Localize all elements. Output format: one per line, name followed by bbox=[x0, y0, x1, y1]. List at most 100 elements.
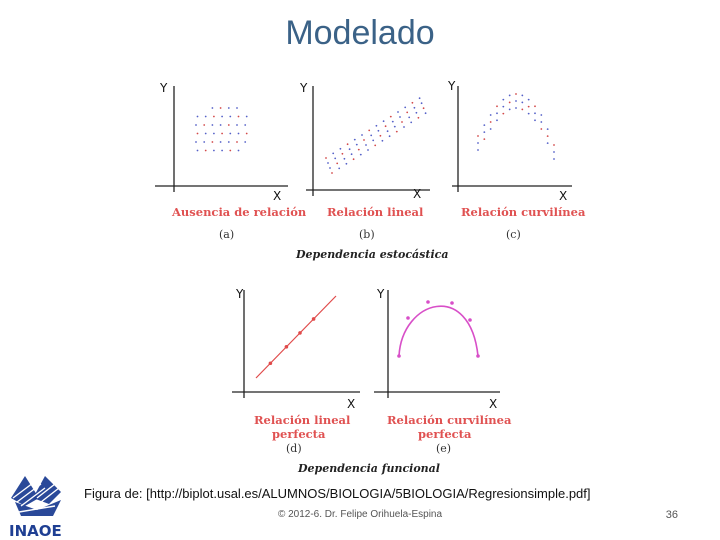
scatter-point bbox=[477, 135, 479, 137]
panel-letter: (a) bbox=[219, 228, 234, 241]
scatter-point bbox=[245, 132, 248, 135]
scatter-point bbox=[237, 115, 240, 118]
scatter-point bbox=[325, 157, 327, 159]
scatter-point bbox=[375, 124, 378, 127]
scatter-point bbox=[221, 115, 224, 118]
scatter-point bbox=[355, 143, 358, 146]
scatter-point bbox=[345, 162, 348, 165]
scatter-point bbox=[401, 121, 403, 123]
scatter-point bbox=[410, 121, 413, 124]
scatter-point bbox=[367, 149, 369, 151]
scatter-point bbox=[298, 331, 302, 335]
scatter-point bbox=[213, 132, 215, 135]
scatter-point bbox=[227, 141, 230, 143]
group-caption-stochastic: Dependencia estocástica bbox=[295, 248, 448, 261]
scatter-point bbox=[393, 125, 396, 128]
panel-label-line1: Relación curvilínea bbox=[387, 413, 512, 427]
scatter-point bbox=[521, 101, 524, 104]
scatter-point bbox=[496, 105, 498, 108]
scatter-point bbox=[388, 135, 391, 138]
panel-label-line1: Relación lineal bbox=[254, 413, 351, 427]
panel-letter: (c) bbox=[506, 228, 521, 241]
slide-title: Modelado bbox=[285, 14, 435, 52]
scatter-point bbox=[477, 142, 479, 144]
panel-perfect-curvilinear: Y X Relación curvilínea perfecta (e) bbox=[374, 287, 512, 455]
scatter-point bbox=[515, 93, 517, 95]
logo-mark-icon bbox=[11, 476, 61, 516]
scatter-point bbox=[346, 143, 349, 146]
scatter-point bbox=[540, 128, 543, 130]
inaoe-logo: INAOE bbox=[9, 476, 62, 540]
scatter-point bbox=[196, 115, 199, 118]
scatter-point bbox=[244, 141, 247, 143]
scatter-point bbox=[546, 135, 549, 138]
y-axis-label: Y bbox=[159, 81, 168, 95]
scatter-point bbox=[348, 148, 351, 151]
scatter-point bbox=[219, 141, 222, 143]
scatter-point bbox=[515, 100, 517, 102]
scatter-point bbox=[357, 148, 360, 151]
scatter-point bbox=[521, 108, 524, 111]
scatter-point bbox=[352, 158, 355, 161]
scatter-point bbox=[540, 121, 543, 123]
scatter-point bbox=[213, 149, 215, 152]
figure-caption: Figura de: [http://biplot.usal.es/ALUMNO… bbox=[84, 486, 591, 501]
scatter-point bbox=[521, 94, 524, 97]
logo-text: INAOE bbox=[9, 522, 62, 540]
page-number: 36 bbox=[665, 509, 678, 521]
scatter-point bbox=[204, 115, 207, 118]
scatter-point bbox=[483, 138, 486, 141]
panel-letter: (d) bbox=[286, 442, 302, 455]
scatter-point bbox=[204, 132, 207, 135]
scatter-points bbox=[195, 107, 248, 152]
scatter-point bbox=[489, 128, 492, 130]
scatter-point bbox=[211, 124, 214, 126]
scatter-point bbox=[221, 132, 224, 135]
scatter-point bbox=[211, 141, 214, 143]
scatter-point bbox=[534, 105, 536, 108]
scatter-point bbox=[370, 134, 373, 137]
y-axis-label: Y bbox=[235, 287, 244, 301]
panel-curvilinear-relation: Y X Relación curvilínea (c) bbox=[447, 79, 586, 241]
scatter-point bbox=[368, 129, 371, 132]
scatter-point bbox=[372, 139, 375, 142]
scatter-point bbox=[483, 124, 486, 127]
scatter-point bbox=[508, 101, 511, 104]
scatter-point bbox=[502, 112, 505, 115]
scatter-point bbox=[406, 316, 410, 320]
scatter-point bbox=[546, 128, 549, 131]
scatter-point bbox=[389, 115, 392, 118]
panel-letter: (b) bbox=[359, 228, 375, 241]
scatter-point bbox=[227, 107, 230, 109]
scatter-point bbox=[219, 107, 222, 109]
scatter-point bbox=[213, 115, 215, 118]
scatter-point bbox=[196, 132, 199, 135]
y-axis-label: Y bbox=[376, 287, 385, 301]
scatter-point bbox=[508, 108, 511, 111]
panel-absence-relation: Y X Ausencia de relación (a) bbox=[155, 81, 307, 241]
scatter-point bbox=[411, 101, 414, 104]
scatter-point bbox=[237, 149, 240, 152]
scatter-point bbox=[203, 141, 206, 143]
scatter-point bbox=[219, 124, 222, 126]
scatter-point bbox=[350, 153, 353, 156]
scatter-point bbox=[195, 141, 197, 143]
scatter-point bbox=[477, 149, 479, 151]
scatter-point bbox=[381, 139, 384, 142]
scatter-points bbox=[325, 97, 427, 174]
scatter-point bbox=[422, 107, 425, 110]
scatter-point bbox=[211, 107, 214, 109]
scatter-point bbox=[365, 144, 367, 146]
y-axis-label: Y bbox=[299, 81, 308, 95]
scatter-point bbox=[408, 116, 411, 119]
scatter-point bbox=[397, 354, 401, 358]
scatter-point bbox=[343, 157, 346, 160]
scatter-point bbox=[229, 115, 232, 118]
scatter-point bbox=[236, 141, 238, 143]
scatter-point bbox=[534, 112, 536, 115]
slide-footer: © 2012-6. Dr. Felipe Orihuela-Espina bbox=[277, 509, 443, 520]
panel-linear-relation: Y X Relación lineal (b) bbox=[299, 81, 430, 241]
scatter-point bbox=[338, 167, 341, 170]
scatter-point bbox=[418, 97, 421, 100]
scatter-point bbox=[386, 130, 389, 133]
